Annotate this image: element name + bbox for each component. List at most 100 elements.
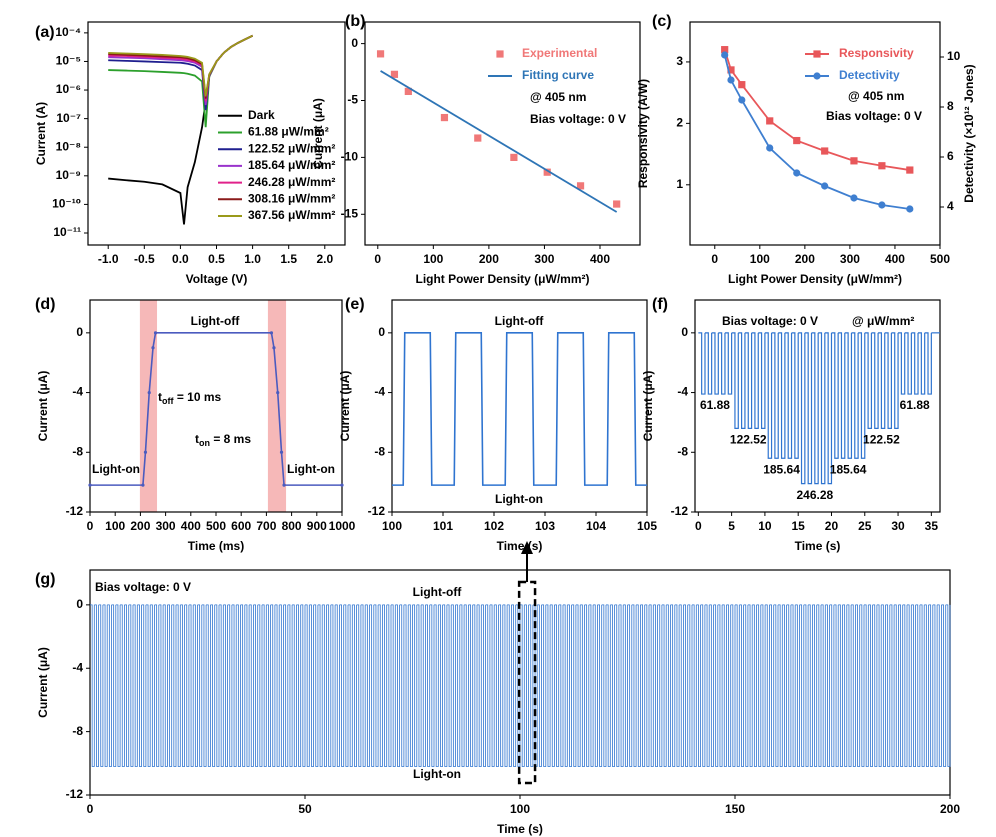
pulse [115, 604, 121, 767]
x-tick-label: 400 [885, 252, 905, 266]
y-tick-label: -12 [671, 504, 689, 518]
marker [721, 51, 729, 59]
pulse [812, 604, 818, 767]
x-tick-label: 400 [181, 519, 201, 533]
marker [766, 117, 774, 125]
pulse [919, 604, 925, 767]
pulse [726, 604, 732, 767]
pulse [679, 604, 684, 767]
pulse [468, 604, 474, 767]
annotation: Light-on [495, 492, 543, 506]
pulse [724, 332, 733, 395]
pulse [911, 332, 919, 395]
pulse [498, 604, 504, 767]
x-tick-label: 100 [382, 519, 402, 533]
pulse [343, 604, 349, 767]
pulse [932, 604, 938, 767]
annotation: Light-off [495, 314, 545, 328]
x-tick-label: 0.0 [172, 252, 189, 266]
pulse [580, 604, 585, 767]
pulse [133, 604, 138, 767]
y-tick-label: 0 [76, 325, 83, 339]
pulse [545, 604, 551, 767]
y-axis-label: Current (μA) [311, 98, 325, 169]
pulse [937, 604, 942, 767]
pulse [244, 604, 250, 767]
panel-label: (d) [35, 296, 55, 313]
y-tick-label: 1 [676, 177, 683, 191]
pulse [698, 332, 706, 395]
y-tick-label: 0 [378, 325, 385, 339]
marker [143, 450, 148, 454]
x-tick-label: 100 [423, 252, 443, 266]
pulse [176, 604, 181, 767]
pulse [704, 604, 710, 767]
pulse [249, 604, 254, 767]
x-axis-label: Light Power Density (μW/mm²) [728, 272, 902, 286]
pulse [871, 332, 879, 429]
pulse [429, 604, 435, 767]
pulse [197, 604, 203, 767]
legend-label: Detectivity [839, 68, 900, 82]
pulse [584, 604, 590, 767]
marker [613, 200, 621, 208]
y2-tick-label: 8 [947, 99, 954, 113]
x-tick-label: 700 [256, 519, 276, 533]
pulse [502, 604, 508, 767]
segment-label: 185.64 [830, 462, 867, 476]
pulse [567, 604, 572, 767]
y-tick-label: 10⁻⁷ [56, 111, 81, 125]
pulse [790, 604, 796, 767]
pulse [524, 604, 529, 767]
y-tick-label: -8 [72, 444, 83, 458]
annotation: Light-on [287, 462, 335, 476]
pulse [778, 604, 783, 767]
pulse [287, 604, 293, 767]
marker [576, 182, 585, 190]
legend-label: 367.56 μW/mm² [248, 208, 335, 222]
pulse [778, 332, 786, 459]
pulse [274, 604, 280, 767]
pulse [833, 604, 839, 767]
highlight-box [517, 580, 537, 785]
pulse [292, 604, 297, 767]
marker [721, 46, 729, 54]
marker [906, 166, 914, 174]
pulse [438, 604, 443, 767]
panel-label: (e) [345, 296, 365, 313]
pulse [876, 604, 882, 767]
x-tick-label: 15 [792, 519, 806, 533]
pulse [262, 604, 267, 767]
legend-label: 185.64 μW/mm² [248, 158, 335, 172]
pulse [403, 604, 409, 767]
legend-marker [496, 50, 504, 58]
pulse [711, 332, 719, 395]
x-tick-label: 600 [231, 519, 251, 533]
panel-label: (f) [652, 296, 668, 313]
marker [282, 483, 286, 487]
x-tick-label: 0 [87, 802, 94, 816]
segment-label: 61.88 [700, 398, 730, 412]
pulse [618, 604, 624, 767]
y-tick-label: -12 [66, 787, 84, 801]
marker [88, 483, 92, 487]
x-tick-label: 200 [795, 252, 815, 266]
pulse [537, 604, 542, 767]
annotation: Light-on [413, 767, 461, 781]
pulse [369, 604, 375, 767]
pulse [102, 604, 108, 767]
pulse [636, 604, 641, 767]
pulse [799, 604, 805, 767]
pulse [507, 604, 512, 767]
y-tick-label: 3 [676, 54, 683, 68]
legend-marker [813, 50, 821, 58]
x-tick-label: -0.5 [134, 252, 155, 266]
x-tick-label: 1.5 [280, 252, 297, 266]
y-tick-label: -4 [72, 660, 83, 674]
pulse [631, 604, 637, 767]
pulse [838, 604, 843, 767]
x-tick-label: 300 [156, 519, 176, 533]
x-tick-label: 100 [105, 519, 125, 533]
pulse [94, 604, 99, 767]
pulse [231, 604, 237, 767]
